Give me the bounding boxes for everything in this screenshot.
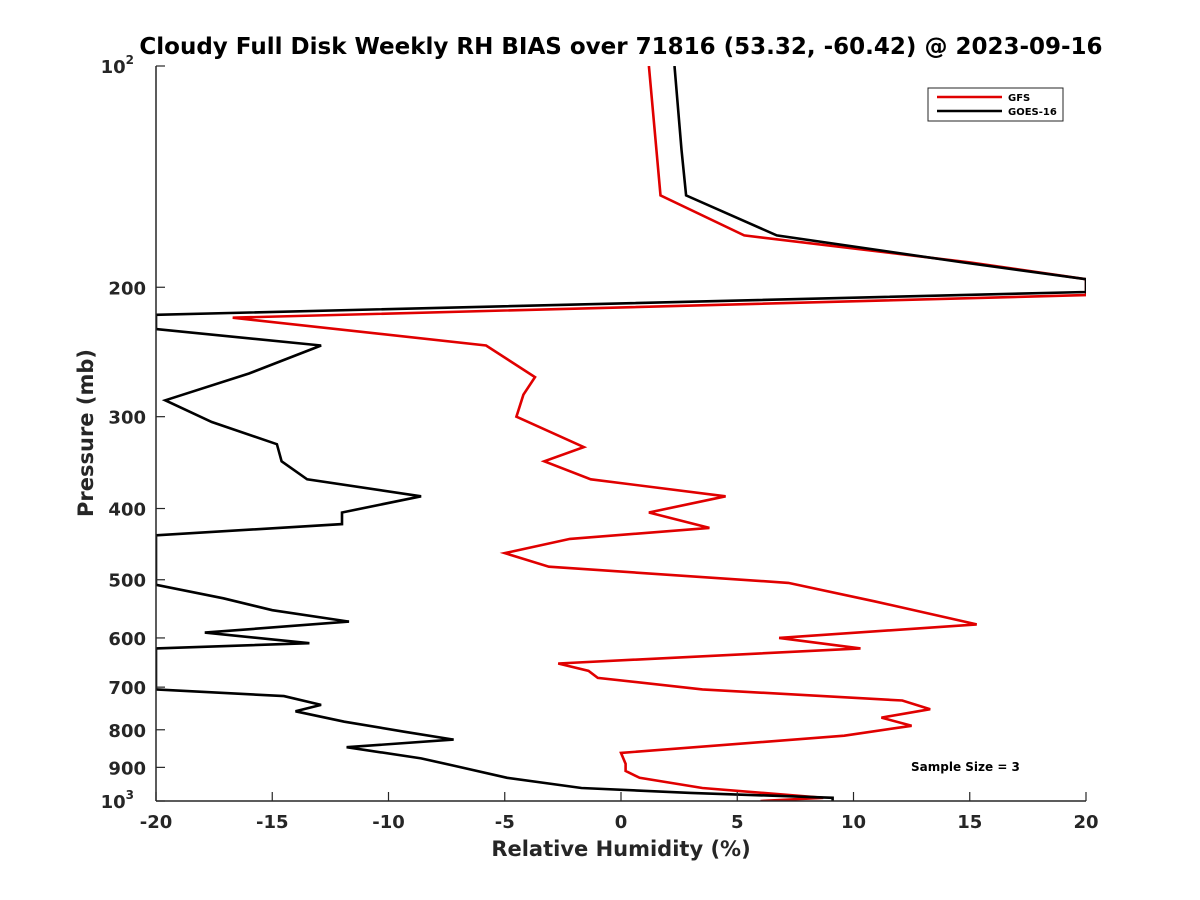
y-axis-label: Pressure (mb) [74,349,98,517]
x-tick-label: -15 [256,812,289,833]
x-tick-label: 5 [731,812,744,833]
y-tick-label: 300 [108,408,146,429]
y-tick-label: 103 [101,788,134,813]
y-tick-label: 600 [108,629,146,650]
y-tick-label: 800 [108,721,146,742]
legend: GFS GOES-16 [927,87,1064,122]
legend-box [927,87,1064,122]
x-tick-label: -20 [140,812,173,833]
series-line-gfs [232,66,1086,801]
x-tick-label: 0 [615,812,628,833]
y-tick-label: 500 [108,571,146,592]
x-tick-label: 20 [1073,812,1098,833]
y-axis-ticks: 102 200 300 400 500 600 700 800 900 103 [101,53,165,813]
plot-area: -20 -15 -10 -5 0 5 10 15 20 102 200 300 400 500 600 70… [101,53,1099,833]
y-tick-label: 400 [108,500,146,521]
x-tick-label: 15 [957,812,982,833]
chart-title: Cloudy Full Disk Weekly RH BIAS over 718… [139,34,1102,60]
x-axis-label: Relative Humidity (%) [491,837,750,861]
y-tick-label: 900 [108,758,146,779]
x-tick-label: -10 [372,812,405,833]
y-tick-label: 102 [101,53,134,78]
legend-label-goes16: GOES-16 [1008,107,1057,118]
y-tick-label: 700 [108,678,146,699]
y-tick-label: 200 [108,278,146,299]
x-tick-label: 10 [841,812,866,833]
series-layer [156,66,1086,801]
sample-size-annotation: Sample Size = 3 [911,760,1020,774]
x-axis-ticks: -20 -15 -10 -5 0 5 10 15 20 [140,792,1099,833]
x-tick-label: -5 [495,812,515,833]
series-line-goes16 [156,66,1086,801]
legend-label-gfs: GFS [1008,93,1030,104]
